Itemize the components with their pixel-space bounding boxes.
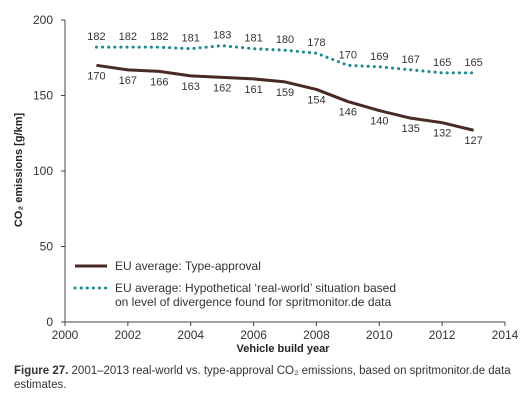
- real-world-data-label: 167: [402, 54, 420, 66]
- real-world-data-label: 181: [244, 33, 262, 45]
- real-world-data-label: 165: [464, 57, 482, 69]
- real-world-data-label: 182: [150, 31, 168, 43]
- x-tick-label: 2012: [429, 328, 456, 342]
- type-approval-line: [96, 63, 474, 132]
- legend-label-real-world: EU average: Hypothetical ‘real-world’ si…: [115, 281, 396, 295]
- type-approval-data-label: 163: [182, 81, 200, 93]
- series-group: 170 167 166 163 162 161 159 154 146 140 135 132 127 1…: [87, 30, 483, 148]
- caption-text: 2001–2013 real-world vs. type-approval C…: [14, 365, 511, 391]
- figure-caption: Figure 27. 2001–2013 real-world vs. type…: [14, 364, 514, 392]
- real-world-data-label: 183: [213, 30, 231, 42]
- x-axis-title: Vehicle build year: [237, 343, 331, 355]
- real-world-data-label: 180: [276, 34, 294, 46]
- real-world-data-label: 165: [433, 57, 451, 69]
- type-approval-data-label: 127: [464, 135, 482, 147]
- real-world-data-label: 182: [119, 31, 137, 43]
- caption-label: Figure 27.: [14, 365, 69, 377]
- legend-label-real-world: on level of divergence found for spritmo…: [115, 295, 391, 309]
- y-tick-label: 0: [46, 315, 53, 329]
- line-chart: 0 50 100 150 200 2000 2002 2004 2006 2008 2010 201…: [13, 13, 519, 355]
- x-tick-label: 2010: [366, 328, 393, 342]
- x-tick-label: 2004: [177, 328, 204, 342]
- type-approval-data-label: 135: [402, 123, 420, 135]
- type-approval-data-label: 161: [244, 84, 262, 96]
- type-approval-data-label: 159: [276, 87, 294, 99]
- type-approval-data-label: 140: [370, 116, 388, 128]
- x-tick-labels: 2000 2002 2004 2006 2008 2010 2012 2014: [52, 322, 519, 342]
- x-tick-label: 2002: [115, 328, 142, 342]
- y-tick-label: 150: [33, 89, 53, 103]
- real-world-data-label: 181: [182, 33, 200, 45]
- x-tick-label: 2000: [52, 328, 79, 342]
- real-world-line: [94, 44, 476, 75]
- real-world-data-label: 178: [307, 37, 325, 49]
- y-tick-label: 100: [33, 164, 53, 178]
- type-approval-data-label: 167: [119, 75, 137, 87]
- type-approval-data-label: 154: [307, 94, 325, 106]
- type-approval-data-label: 132: [433, 128, 451, 140]
- legend: EU average: Type-approval EU average: Hyp…: [73, 259, 396, 309]
- x-tick-label: 2014: [492, 328, 519, 342]
- y-axis-title: CO₂ emissions [g/km]: [13, 113, 25, 228]
- real-world-data-label: 182: [87, 31, 105, 43]
- type-approval-data-label: 146: [339, 107, 357, 119]
- real-world-data-label: 170: [339, 49, 357, 61]
- x-tick-label: 2008: [303, 328, 330, 342]
- y-tick-label: 200: [33, 13, 53, 27]
- y-tick-labels: 0 50 100 150 200: [33, 13, 65, 329]
- x-tick-label: 2006: [240, 328, 267, 342]
- legend-label-type-approval: EU average: Type-approval: [115, 259, 261, 273]
- type-approval-data-label: 162: [213, 82, 231, 94]
- real-world-data-label: 169: [370, 51, 388, 63]
- type-approval-data-label: 170: [87, 70, 105, 82]
- type-approval-data-label: 166: [150, 76, 168, 88]
- y-tick-label: 50: [40, 240, 54, 254]
